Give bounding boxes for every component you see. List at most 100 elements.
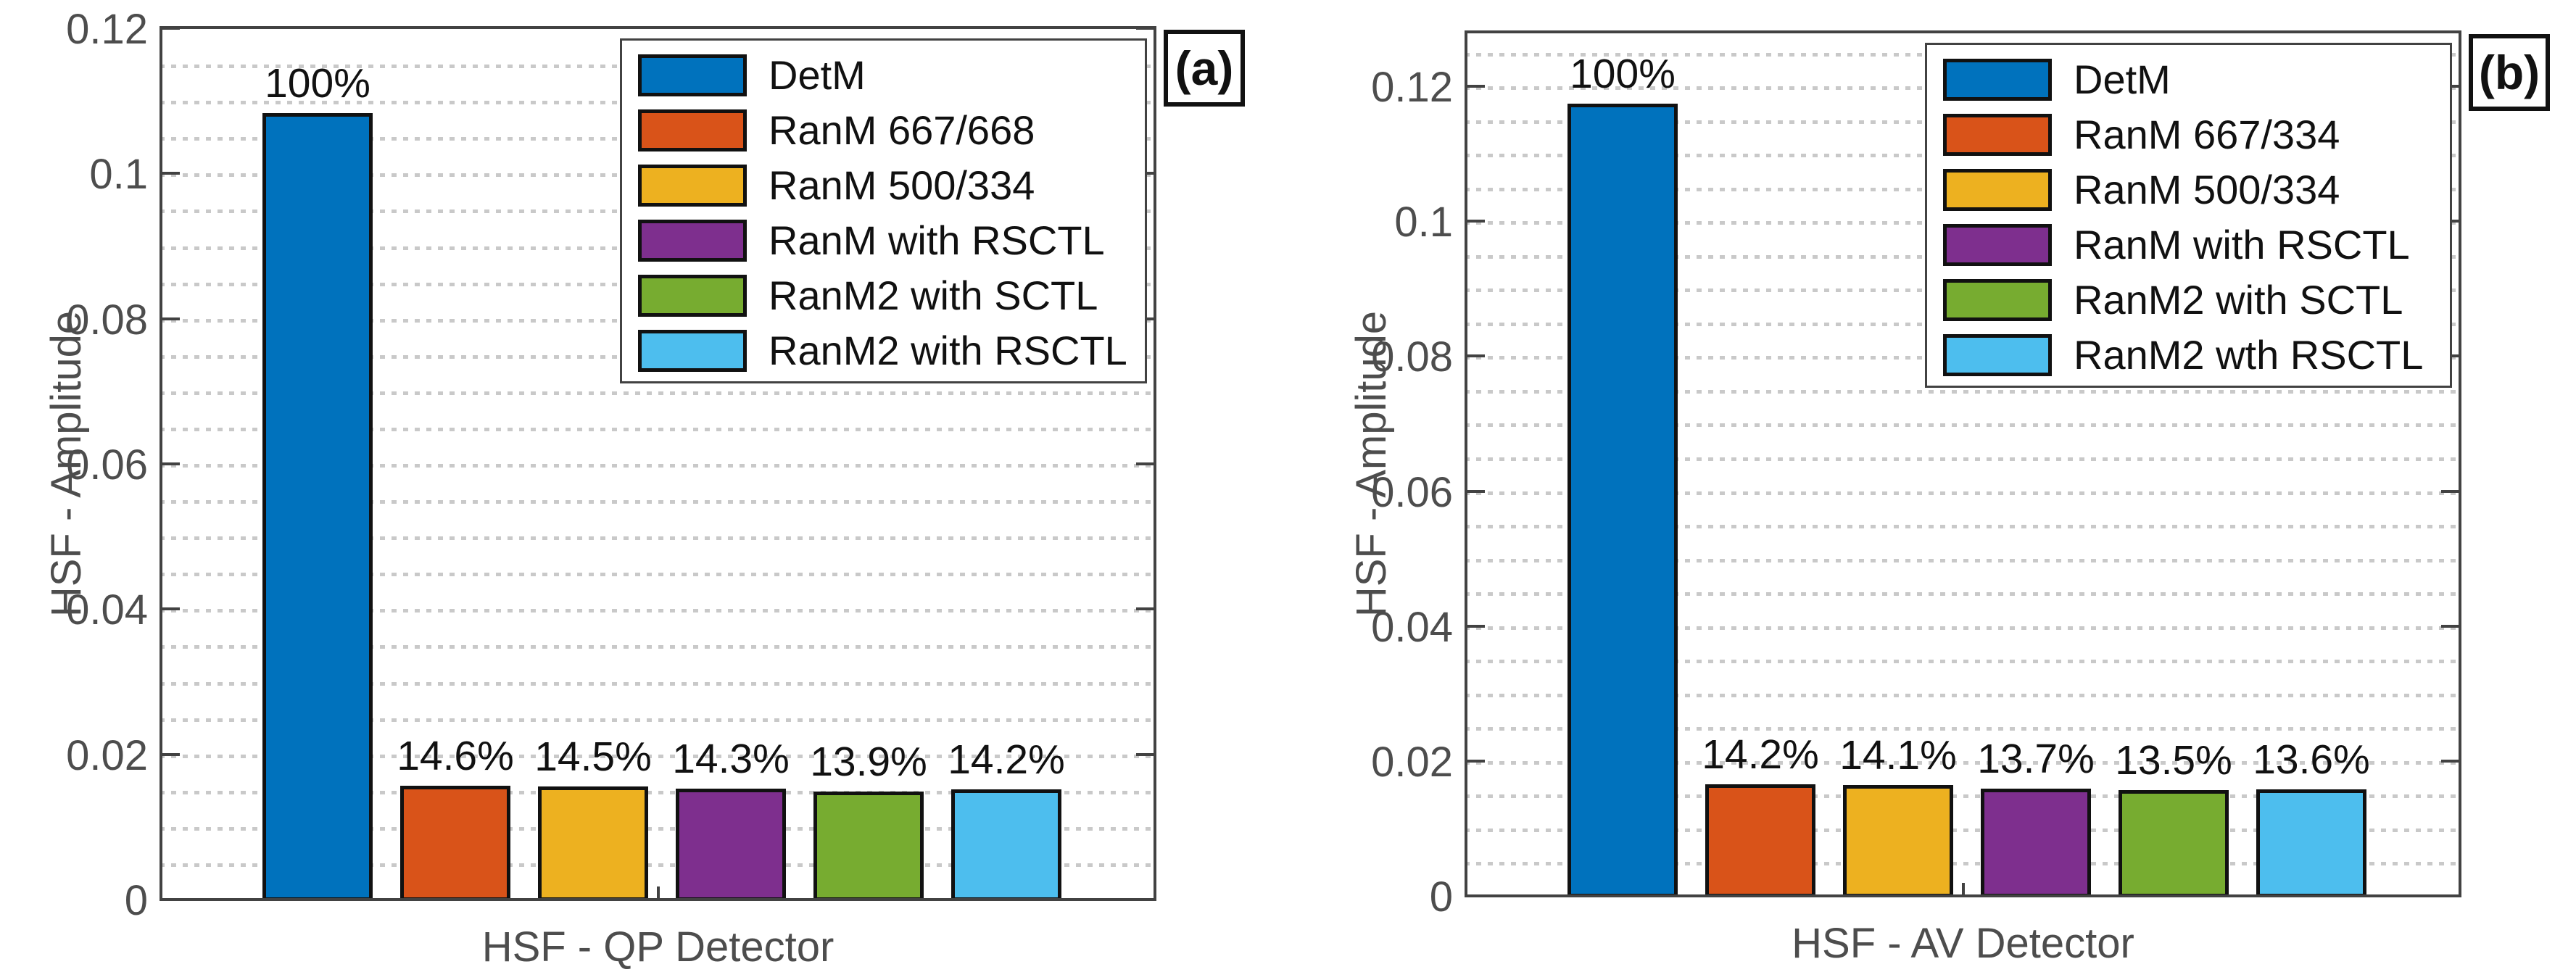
legend-label: DetM [769,52,866,98]
panel-label: (a) [1164,30,1245,107]
legend-swatch [638,275,747,317]
y-tick-mark-right [1136,462,1156,465]
plot-area [1465,30,2461,897]
y-tick-mark [160,317,180,320]
minor-gridline [160,573,1156,576]
y-axis-label: HSF - Amplitude [43,310,90,617]
minor-gridline [1465,559,2461,562]
y-tick-mark-right [2441,85,2461,88]
minor-gridline [160,755,1156,758]
y-tick-label: 0.08 [66,296,148,344]
y-tick-label: 0.02 [1371,739,1453,786]
legend-swatch [1943,59,2052,101]
legend-swatch [1943,334,2052,376]
panel-label: (b) [2469,34,2550,111]
legend-item: RanM2 with SCTL [1927,273,2450,328]
x-tick-mark [657,886,660,901]
minor-gridline [1465,525,2461,528]
minor-gridline [160,101,1156,104]
legend-label: RanM with RSCTL [2074,222,2410,267]
y-tick-mark [160,753,180,756]
x-axis-label: HSF - AV Detector [1792,920,2134,967]
minor-gridline [1465,694,2461,697]
minor-gridline [160,464,1156,468]
bar-value-label: 13.9% [810,739,927,785]
legend-swatch [1943,114,2052,156]
legend-label: RanM2 with SCTL [769,273,1098,318]
y-tick-label: 0.12 [1371,64,1453,111]
y-tick-mark-right [1136,27,1156,30]
minor-gridline [1465,829,2461,832]
legend-label: RanM2 with RSCTL [769,328,1127,373]
minor-gridline [160,65,1156,68]
minor-gridline [1465,221,2461,225]
minor-gridline [1465,86,2461,90]
legend-swatch [638,54,747,96]
minor-gridline [1465,457,2461,461]
minor-gridline [1465,323,2461,326]
y-tick-label: 0 [1429,873,1453,921]
y-tick-mark-right [2441,490,2461,493]
legend-label: RanM 500/334 [769,162,1035,208]
bar-detm [262,113,373,901]
legend-swatch [638,330,747,372]
minor-gridline [1465,154,2461,157]
bar-value-label: 14.3% [672,736,790,782]
y-tick-mark-right [1136,753,1156,756]
minor-gridline [160,173,1156,177]
bar-ranm2-with-sctl [2119,790,2229,897]
y-tick-mark-right [2441,894,2461,897]
legend-swatch [1943,169,2052,211]
legend-item: RanM 500/334 [622,158,1145,213]
minor-gridline [1465,288,2461,292]
minor-gridline [1465,120,2461,124]
y-tick-mark [1465,625,1485,628]
legend-label: RanM with RSCTL [769,217,1105,263]
minor-gridline [160,609,1156,612]
y-tick-label: 0.06 [66,441,148,489]
legend-item: RanM2 with SCTL [622,268,1145,323]
minor-gridline [1465,53,2461,57]
y-tick-label: 0.06 [1371,469,1453,516]
minor-gridline [1465,188,2461,191]
minor-gridline [160,137,1156,141]
minor-gridline [1465,727,2461,731]
x-tick-mark [1962,883,1965,897]
axes-frame [160,26,1156,901]
minor-gridline [160,246,1156,250]
minor-gridline [1465,423,2461,427]
legend-item: RanM with RSCTL [1927,217,2450,273]
bar-value-label: 13.7% [1977,736,2095,782]
y-tick-mark [160,607,180,610]
y-axis-label: HSF - Amplitude [1348,310,1395,618]
legend-label: RanM 667/668 [769,107,1035,153]
minor-gridline [160,536,1156,540]
legend-swatch [638,165,747,207]
legend-swatch [638,109,747,151]
y-tick-mark [160,898,180,901]
minor-gridline [1465,794,2461,798]
bar-value-label: 14.1% [1839,732,1957,778]
y-tick-mark-right [1136,172,1156,175]
minor-gridline [1465,390,2461,394]
y-tick-label: 0.12 [66,6,148,53]
y-tick-mark [160,27,180,30]
bar-value-label: 13.6% [2253,736,2370,783]
y-tick-mark-right [2441,625,2461,628]
minor-gridline [1465,356,2461,360]
y-tick-mark [1465,490,1485,493]
bar-ranm-with-rsctl [676,789,786,901]
minor-gridline [1465,761,2461,765]
bar-ranm-667-668 [400,786,510,901]
bar-ranm-667-334 [1705,784,1815,897]
minor-gridline [160,391,1156,395]
legend-item: RanM with RSCTL [622,213,1145,268]
minor-gridline [160,319,1156,323]
y-tick-label: 0.04 [1371,604,1453,651]
bar-value-label: 100% [1570,51,1676,97]
bar-ranm-500-334 [538,786,648,901]
y-tick-label: 0.08 [1371,333,1453,381]
y-tick-mark [1465,760,1485,763]
legend-item: RanM 667/668 [622,103,1145,158]
